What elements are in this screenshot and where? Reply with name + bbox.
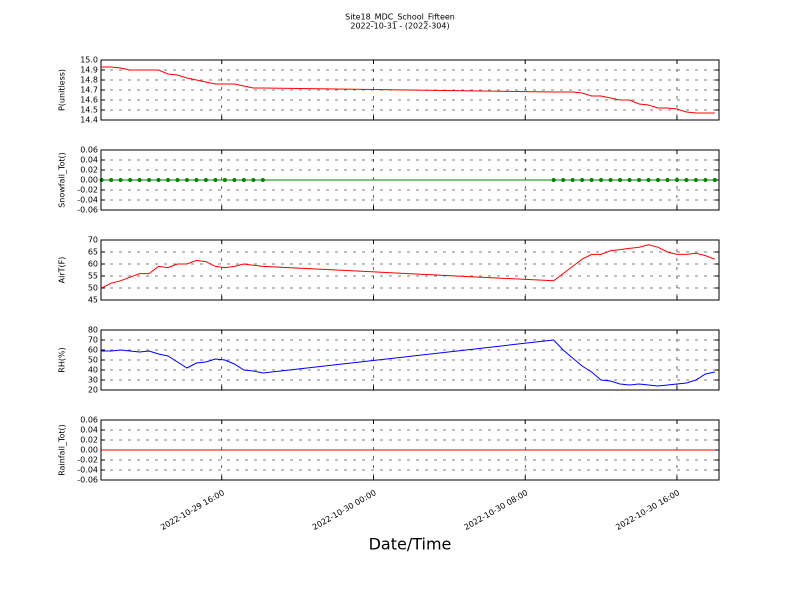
data-point <box>194 178 199 182</box>
y-tick-label: 15.0 <box>80 56 98 65</box>
y-tick-label: 14.5 <box>80 106 98 115</box>
y-tick-label: 20 <box>88 386 98 395</box>
data-point <box>551 178 556 182</box>
data-point <box>222 178 227 182</box>
y-tick-label: 14.9 <box>80 66 98 75</box>
chart-title: Site18_MDC_School_Fifteen <box>345 13 455 22</box>
x-tick-label: 2022-10-30 08:00 <box>463 488 530 532</box>
y-tick-label: 80 <box>88 326 98 335</box>
panel-frame <box>100 59 720 121</box>
chart-subtitle: 2022-10-31 - (2022-304) <box>350 22 449 31</box>
y-tick-label: 14.4 <box>80 116 98 125</box>
data-point <box>251 178 256 182</box>
y-axis-label: P(unitless) <box>58 69 67 111</box>
data-point <box>684 178 689 182</box>
y-tick-label: 50 <box>88 284 98 293</box>
y-tick-label: 0.04 <box>80 156 98 165</box>
panel-frame <box>100 419 720 481</box>
y-tick-label: -0.02 <box>77 456 98 465</box>
panel-frame <box>100 149 720 211</box>
data-point <box>260 178 265 182</box>
data-point <box>665 178 670 182</box>
data-point <box>599 178 604 182</box>
data-point <box>166 178 171 182</box>
data-point <box>618 178 623 182</box>
data-line <box>101 244 716 289</box>
y-tick-label: 0.06 <box>80 416 98 425</box>
data-point <box>589 178 594 182</box>
data-point <box>109 178 114 182</box>
data-point <box>693 178 698 182</box>
y-tick-label: 60 <box>88 346 98 355</box>
data-point <box>203 178 208 182</box>
y-tick-label: 40 <box>88 366 98 375</box>
y-tick-label: 55 <box>88 272 98 281</box>
data-point <box>580 178 585 182</box>
y-tick-label: -0.06 <box>77 206 98 215</box>
y-tick-label: 0.02 <box>80 436 98 445</box>
y-tick-label: 70 <box>88 336 98 345</box>
y-axis-label: AirT(F) <box>58 257 67 284</box>
panel-frame <box>100 239 720 301</box>
data-line <box>101 66 715 114</box>
data-point <box>674 178 679 182</box>
x-tick-label: 2022-10-29 16:00 <box>159 488 226 532</box>
y-tick-label: 0.02 <box>80 166 98 175</box>
panel-frame <box>100 329 720 391</box>
data-point <box>213 178 218 182</box>
x-axis-label: Date/Time <box>369 535 452 554</box>
data-point <box>128 178 133 182</box>
y-tick-label: -0.06 <box>77 476 98 485</box>
data-point <box>712 178 717 182</box>
y-tick-label: 14.6 <box>80 96 98 105</box>
data-point <box>232 178 237 182</box>
y-tick-label: -0.02 <box>77 186 98 195</box>
data-point <box>646 178 651 182</box>
data-point <box>561 178 566 182</box>
data-point <box>184 178 189 182</box>
y-tick-label: 0.06 <box>80 146 98 155</box>
y-tick-label: 0.00 <box>80 446 98 455</box>
y-tick-label: 45 <box>88 296 98 305</box>
x-tick-label: 2022-10-30 16:00 <box>614 488 681 532</box>
y-tick-label: 0.00 <box>80 176 98 185</box>
data-point <box>137 178 142 182</box>
y-axis-label: RH(%) <box>58 347 67 372</box>
y-tick-label: 30 <box>88 376 98 385</box>
data-point <box>627 178 632 182</box>
data-point <box>608 178 613 182</box>
data-line <box>101 339 715 387</box>
x-tick-label: 2022-10-30 00:00 <box>311 488 378 532</box>
data-point <box>570 178 575 182</box>
y-tick-label: 14.8 <box>80 76 98 85</box>
y-tick-label: 0.04 <box>80 426 98 435</box>
data-point <box>175 178 180 182</box>
data-point <box>637 178 642 182</box>
y-tick-label: 50 <box>88 356 98 365</box>
y-tick-label: 14.7 <box>80 86 98 95</box>
data-point <box>655 178 660 182</box>
y-tick-label: -0.04 <box>77 466 98 475</box>
y-tick-label: 60 <box>88 260 98 269</box>
y-axis-label: Snowfall_Tot() <box>58 152 67 208</box>
data-point <box>156 178 161 182</box>
data-point <box>147 178 152 182</box>
data-point <box>118 178 123 182</box>
y-tick-label: 65 <box>88 248 98 257</box>
y-axis-label: Rainfall_Tot() <box>58 424 67 476</box>
data-point <box>99 178 104 182</box>
y-tick-label: -0.04 <box>77 196 98 205</box>
y-tick-label: 70 <box>88 236 98 245</box>
data-point <box>703 178 708 182</box>
data-point <box>241 178 246 182</box>
